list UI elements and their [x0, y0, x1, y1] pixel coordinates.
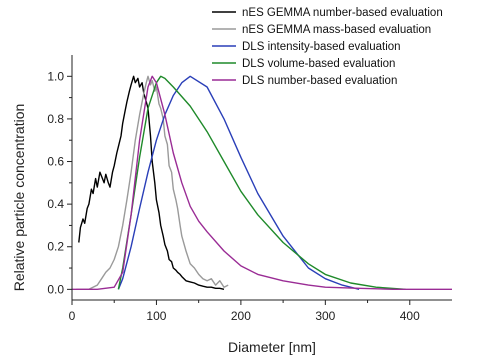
legend-label: nES GEMMA mass-based evaluation	[242, 24, 431, 36]
series-line-5	[72, 75, 452, 290]
y-tick-label: 0.8	[47, 112, 64, 126]
series-line-1	[78, 75, 225, 290]
x-tick-label: 200	[231, 309, 251, 323]
y-axis-title: Relative particle concentration	[11, 104, 27, 292]
x-axis-title: Diameter [nm]	[228, 339, 316, 355]
x-tick-label: 100	[146, 309, 166, 323]
ticks-layer: 0 100 200 300 400 0.0 0.2 0.4 0.6 0.8 1.0	[47, 69, 420, 323]
series-line-2	[76, 75, 229, 290]
x-tick-label: 400	[400, 309, 420, 323]
x-tick-label: 300	[315, 309, 335, 323]
axes-layer	[71, 55, 452, 301]
y-tick-label: 0.6	[47, 155, 64, 169]
series-layer	[72, 75, 452, 290]
y-tick-label: 0.2	[47, 240, 64, 254]
series-line-3	[117, 75, 360, 290]
legend: nES GEMMA number-based evaluation nES GEM…	[212, 7, 443, 87]
legend-label: DLS volume-based evaluation	[242, 58, 395, 70]
y-tick-label: 0.0	[47, 282, 64, 296]
x-tick-label: 0	[69, 309, 76, 323]
legend-label: DLS intensity-based evaluation	[242, 41, 401, 53]
legend-label: nES GEMMA number-based evaluation	[242, 7, 443, 19]
series-line-4	[117, 75, 406, 290]
y-tick-label: 1.0	[47, 69, 64, 83]
y-tick-label: 0.4	[47, 197, 64, 211]
legend-label: DLS number-based evaluation	[242, 75, 397, 87]
